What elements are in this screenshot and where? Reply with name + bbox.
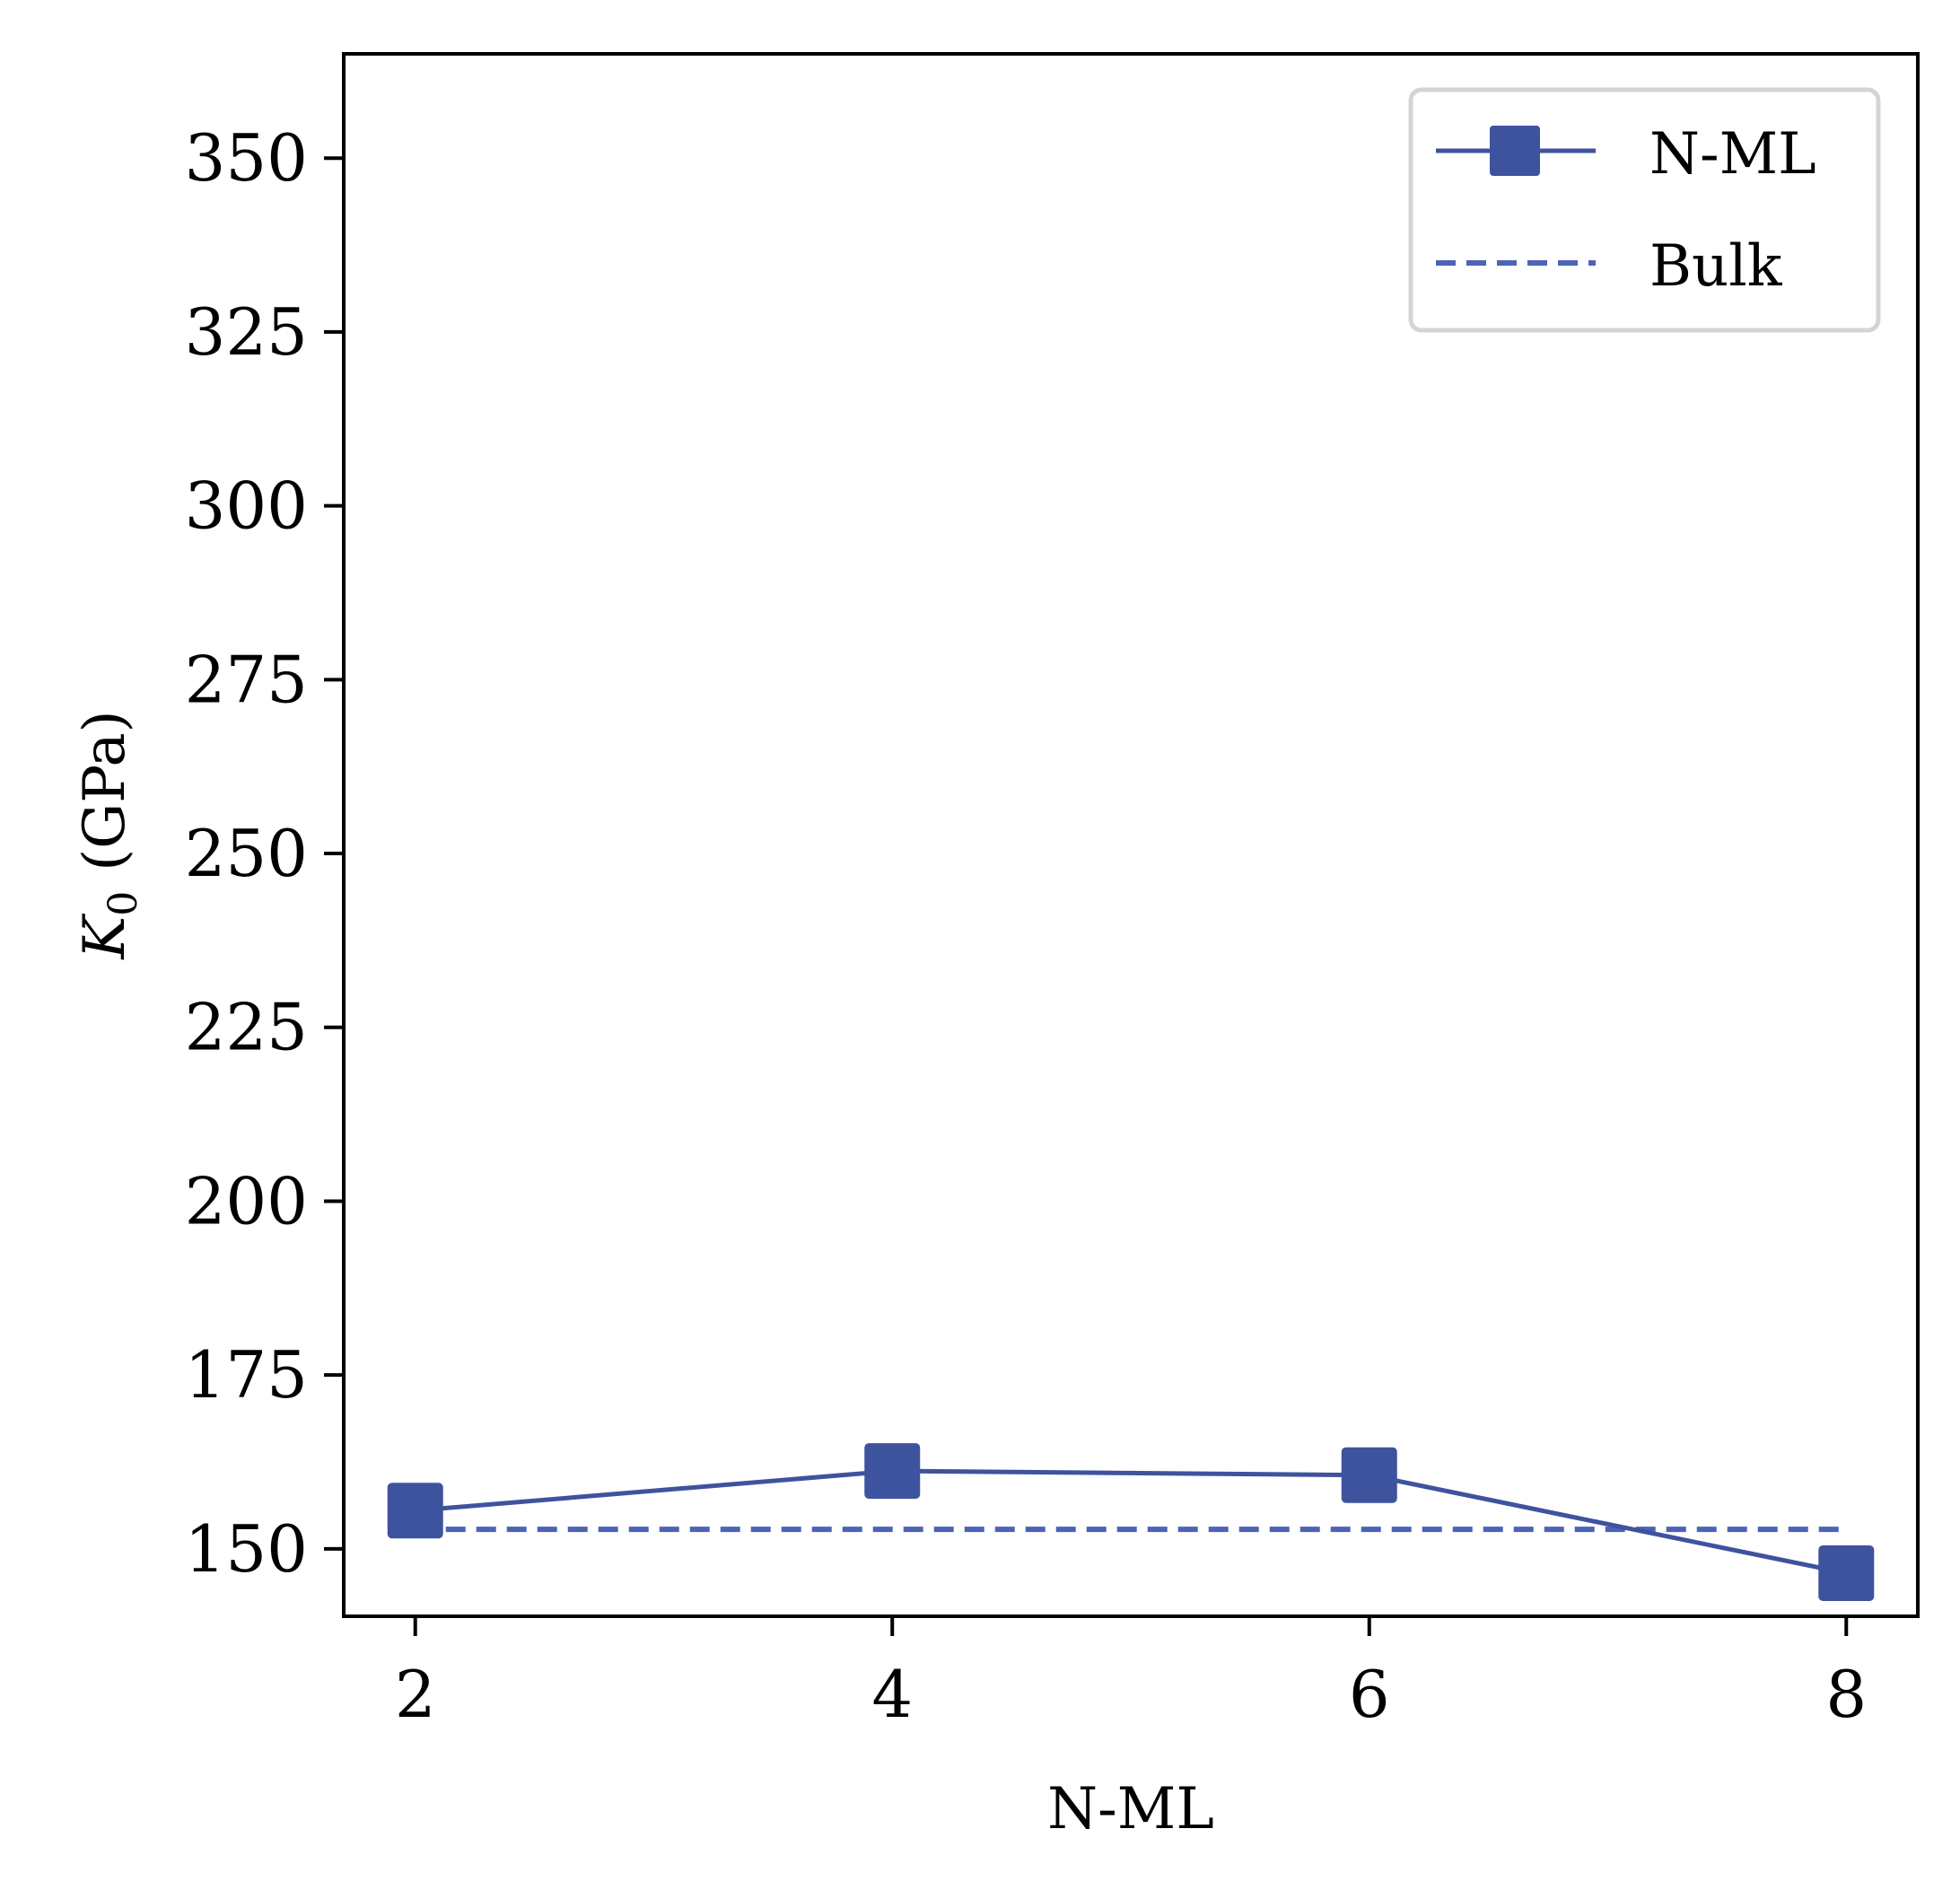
y-axis-label-subscript: 0 [101, 891, 146, 916]
legend: N-ML Bulk [1408, 87, 1881, 333]
data-point-n-ml [864, 1443, 921, 1500]
y-axis-label-unit: (GPa) [72, 710, 138, 871]
y-tick-label: 175 [185, 1337, 308, 1413]
x-tick-label: 4 [871, 1657, 913, 1732]
legend-label: Bulk [1649, 233, 1783, 300]
legend-label: N-ML [1649, 121, 1816, 188]
x-axis: 2 4 6 8 [395, 1616, 1867, 1732]
x-tick-label: 2 [395, 1657, 436, 1732]
data-point-n-ml [387, 1483, 443, 1539]
y-tick-label: 250 [185, 816, 308, 891]
data-point-n-ml [1341, 1447, 1397, 1503]
y-axis-label: K0 (GPa) [72, 710, 146, 959]
data-point-n-ml [1818, 1544, 1875, 1601]
x-tick-label: 6 [1349, 1657, 1390, 1732]
plot-area [387, 1443, 1875, 1601]
x-axis-label: N-ML [1047, 1776, 1214, 1842]
plot-frame [342, 52, 1920, 1618]
y-axis-label-symbol: K [72, 914, 138, 960]
y-tick-label: 225 [185, 990, 308, 1065]
y-tick-label: 325 [185, 294, 308, 370]
series-line-n-ml [415, 1468, 1847, 1576]
y-tick-label: 350 [185, 120, 308, 196]
y-tick-label: 150 [185, 1511, 308, 1587]
y-axis: 150 175 200 225 250 275 300 325 350 [185, 120, 344, 1587]
y-tick-label: 300 [185, 468, 308, 544]
y-tick-label: 200 [185, 1163, 308, 1238]
x-tick-label: 8 [1825, 1657, 1867, 1732]
legend-series-marker [1490, 126, 1540, 176]
y-tick-label: 275 [185, 642, 308, 717]
